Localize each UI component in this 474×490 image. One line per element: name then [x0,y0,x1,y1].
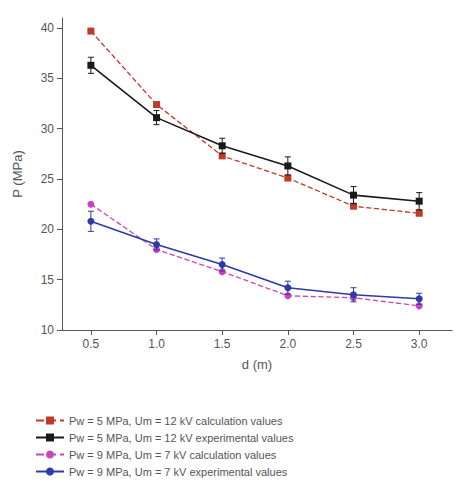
svg-text:25: 25 [41,172,55,186]
svg-text:35: 35 [41,71,55,85]
svg-text:30: 30 [41,122,55,136]
svg-text:d (m): d (m) [242,357,272,372]
svg-text:0.5: 0.5 [83,337,100,351]
svg-text:2.0: 2.0 [280,337,297,351]
svg-text:Pw = 5 MPa, Um = 12 kV experim: Pw = 5 MPa, Um = 12 kV experimental valu… [69,432,294,444]
svg-text:10: 10 [41,323,55,337]
svg-text:3.0: 3.0 [411,337,428,351]
svg-text:20: 20 [41,222,55,236]
svg-text:40: 40 [41,21,55,35]
svg-text:1.0: 1.0 [148,337,165,351]
svg-text:Pw = 9 MPa, Um = 7 kV calculat: Pw = 9 MPa, Um = 7 kV calculation values [69,449,277,461]
svg-text:P (MPa): P (MPa) [10,150,25,197]
svg-text:1.5: 1.5 [214,337,231,351]
svg-text:Pw = 9 MPa, Um = 7 kV experime: Pw = 9 MPa, Um = 7 kV experimental value… [69,466,288,478]
svg-text:15: 15 [41,273,55,287]
svg-text:Pw = 5 MPa, Um = 12 kV calcula: Pw = 5 MPa, Um = 12 kV calculation value… [69,415,283,427]
svg-text:2.5: 2.5 [345,337,362,351]
